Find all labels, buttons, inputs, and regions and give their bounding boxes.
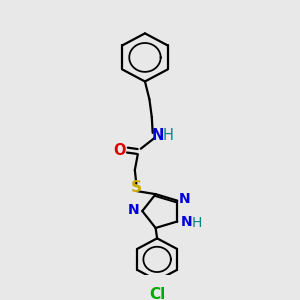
Text: S: S: [131, 180, 142, 195]
Text: H: H: [191, 216, 202, 230]
Text: N: N: [180, 214, 192, 229]
Text: N: N: [152, 128, 164, 143]
Text: N: N: [128, 203, 140, 217]
Text: O: O: [113, 142, 125, 158]
Text: N: N: [179, 192, 190, 206]
Text: Cl: Cl: [149, 286, 165, 300]
Text: H: H: [163, 128, 174, 143]
